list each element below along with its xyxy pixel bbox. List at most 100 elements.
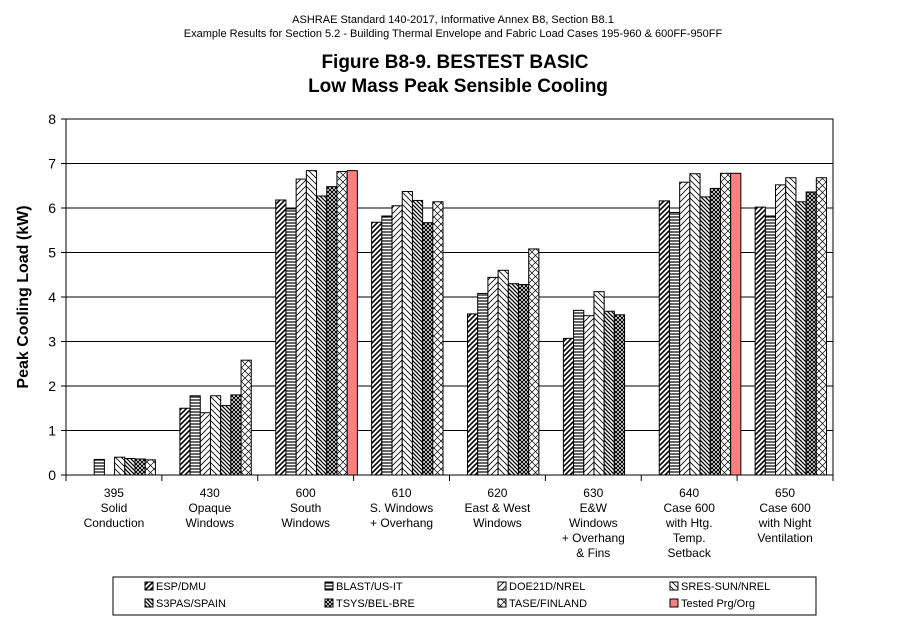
bar-tase-finland-1	[240, 359, 252, 476]
bar-s3pas-spain-6	[699, 196, 711, 476]
legend-label: SRES-SUN/NREL	[681, 581, 770, 593]
bar-esp-dmu-2	[275, 199, 287, 476]
bar-s3pas-spain-0	[124, 458, 136, 476]
category-label: Temp.	[673, 531, 706, 545]
category-label: Case 600	[759, 501, 811, 515]
bar-s3pas-spain-1	[220, 405, 232, 476]
category-label: 620	[487, 486, 507, 500]
bar-s3pas-spain-3	[411, 199, 424, 476]
category-label: 630	[583, 486, 603, 500]
bar-doe21d-nrel-2	[295, 178, 307, 476]
bar-tsys-bel-bre-2	[326, 186, 338, 476]
category-label: Windows	[185, 516, 234, 530]
bar-sres-sun-nrel-2	[305, 170, 318, 476]
legend-swatch	[144, 598, 154, 608]
y-tick-label: 1	[48, 423, 56, 439]
category-label: 430	[200, 486, 220, 500]
category-label: with Htg.	[665, 516, 713, 530]
gridlines	[66, 163, 833, 431]
bar-tsys-bel-bre-7	[805, 191, 817, 476]
y-tick-label: 3	[48, 334, 56, 350]
category-label: Ventilation	[757, 531, 812, 545]
legend-label: TASE/FINLAND	[509, 598, 587, 610]
category-label: Windows	[281, 516, 330, 530]
legend: ESP/DMU BLAST/US-IT DOE21D/NREL SRES-SUN/NR…	[144, 581, 770, 610]
category-label: Setback	[668, 546, 712, 560]
legend-label: TSYS/BEL-BRE	[336, 598, 415, 610]
legend-swatch	[497, 598, 507, 608]
category-label: & Fins	[576, 546, 610, 560]
bar-blast-us-it-2	[285, 208, 297, 476]
bar-doe21d-nrel-4	[487, 276, 499, 476]
legend-label: ESP/DMU	[156, 581, 206, 593]
bar-tsys-bel-bre-0	[134, 458, 146, 476]
category-labels: 395SolidConduction430OpaqueWindows600Sou…	[84, 486, 813, 560]
y-tick-label: 7	[48, 156, 56, 172]
legend-box	[112, 576, 817, 616]
y-axis-ticks: 0 1 2 3 4 5 6 7 8	[48, 111, 66, 483]
y-tick-label: 2	[48, 378, 56, 394]
category-label: Conduction	[84, 516, 145, 530]
bar-tsys-bel-bre-4	[518, 284, 530, 476]
bar-tase-finland-7	[815, 177, 828, 476]
category-label: 640	[679, 486, 699, 500]
legend-label: S3PAS/SPAIN	[156, 598, 226, 610]
bar-sres-sun-nrel-7	[785, 177, 797, 476]
category-label: Windows	[569, 516, 618, 530]
bar-tsys-bel-bre-1	[230, 394, 242, 476]
legend-label: BLAST/US-IT	[336, 581, 403, 593]
chart-title-line-2: Low Mass Peak Sensible Cooling	[308, 76, 608, 97]
bar-esp-dmu-5	[562, 337, 575, 476]
bar-esp-dmu-3	[371, 221, 383, 476]
legend-swatch	[324, 581, 334, 591]
category-label: Windows	[473, 516, 522, 530]
bar-sres-sun-nrel-3	[401, 191, 413, 476]
bar-blast-us-it-1	[189, 395, 201, 476]
legend-swatch	[144, 581, 154, 591]
category-label: E&W	[580, 501, 608, 515]
chart-title-line-1: Figure B8-9. BESTEST BASIC	[321, 52, 588, 73]
bar-tase-finland-3	[432, 201, 444, 476]
bar-series	[93, 170, 828, 476]
y-tick-label: 6	[48, 200, 56, 216]
header-line-1: ASHRAE Standard 140-2017, Informative An…	[292, 14, 614, 26]
bar-tase-finland-4	[528, 248, 540, 476]
x-axis-ticks	[65, 475, 834, 481]
legend-swatch	[497, 581, 507, 591]
bar-tsys-bel-bre-5	[613, 314, 626, 476]
category-label: + Overhang	[370, 516, 433, 530]
category-label: with Night	[758, 516, 812, 530]
bar-sres-sun-nrel-0	[114, 456, 126, 476]
bar-blast-us-it-0	[93, 458, 105, 476]
bar-tase-finland-6	[719, 172, 732, 476]
bar-blast-us-it-3	[381, 215, 393, 476]
y-axis-label: Peak Cooling Load (kW)	[15, 205, 32, 388]
bar-blast-us-it-4	[477, 292, 489, 476]
bar-sres-sun-nrel-5	[593, 291, 605, 476]
bar-blast-us-it-7	[764, 215, 777, 476]
category-label: + Overhang	[562, 531, 625, 545]
bar-tsys-bel-bre-3	[422, 222, 434, 476]
category-label: East & West	[465, 501, 531, 515]
category-label: S. Windows	[370, 501, 433, 515]
bar-doe21d-nrel-1	[199, 412, 211, 476]
bar-sres-sun-nrel-6	[689, 173, 701, 476]
category-label: 395	[104, 486, 124, 500]
bar-blast-us-it-6	[668, 211, 681, 476]
bar-doe21d-nrel-7	[775, 184, 787, 476]
legend-swatch	[669, 598, 679, 608]
bar-esp-dmu-6	[658, 200, 670, 476]
bar-sres-sun-nrel-1	[209, 395, 222, 476]
header-line-2: Example Results for Section 5.2 - Buildi…	[184, 28, 723, 40]
y-tick-label: 8	[48, 111, 56, 127]
bar-sres-sun-nrel-4	[497, 269, 509, 476]
bar-tested-prg-org-6	[730, 172, 742, 476]
category-label: South	[290, 501, 321, 515]
y-tick-label: 4	[48, 289, 56, 305]
legend-swatch	[669, 581, 679, 591]
category-label: 650	[775, 486, 795, 500]
bar-tase-finland-2	[336, 171, 348, 476]
bar-esp-dmu-4	[467, 313, 479, 476]
bar-s3pas-spain-5	[603, 310, 615, 476]
